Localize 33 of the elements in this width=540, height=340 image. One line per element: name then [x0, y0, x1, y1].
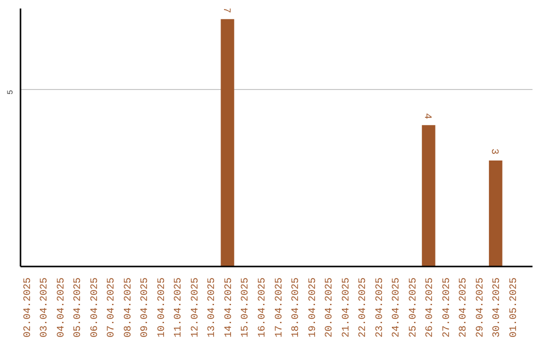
- x-tick-label: 28.04.2025: [458, 277, 470, 338]
- x-tick-label: 03.04.2025: [40, 277, 51, 338]
- x-tick-label: 08.04.2025: [123, 277, 134, 338]
- x-tick-label: 26.04.2025: [425, 277, 436, 338]
- x-tick-label: 30.04.2025: [492, 277, 504, 338]
- x-tick-label: 22.04.2025: [358, 277, 370, 338]
- x-tick-label: 11.04.2025: [174, 277, 185, 338]
- x-tick-label: 04.04.2025: [56, 277, 68, 338]
- x-tick-label: 19.04.2025: [308, 277, 319, 338]
- x-tick-label: 20.04.2025: [324, 277, 336, 338]
- x-tick-label: 02.04.2025: [22, 277, 34, 338]
- x-tick-label: 07.04.2025: [106, 277, 118, 338]
- x-tick-label: 06.04.2025: [90, 277, 101, 338]
- x-tick-label: 27.04.2025: [442, 277, 453, 338]
- x-tick-label: 24.04.2025: [392, 277, 403, 338]
- x-tick-label: 29.04.2025: [475, 277, 486, 338]
- y-tick-label: 5: [6, 90, 16, 95]
- x-tick-label: 18.04.2025: [291, 277, 302, 338]
- data-label: 4: [421, 113, 432, 120]
- x-tick-label: 14.04.2025: [224, 277, 235, 338]
- x-tick-label: 25.04.2025: [408, 277, 420, 338]
- x-tick-label: 09.04.2025: [140, 277, 152, 338]
- x-tick-label: 17.04.2025: [274, 277, 286, 338]
- x-tick-label: 05.04.2025: [73, 277, 84, 338]
- data-label: 3: [488, 148, 500, 154]
- x-tick-label: 15.04.2025: [240, 277, 252, 338]
- x-tick-label: 10.04.2025: [156, 277, 168, 338]
- x-tick-label: 16.04.2025: [258, 277, 268, 338]
- x-tick-label: 23.04.2025: [374, 277, 386, 338]
- x-tick-label: 21.04.2025: [341, 277, 352, 338]
- x-tick-label: 13.04.2025: [207, 277, 218, 338]
- x-tick-label: 01.05.2025: [508, 277, 520, 338]
- x-tick-label: 12.04.2025: [190, 277, 202, 338]
